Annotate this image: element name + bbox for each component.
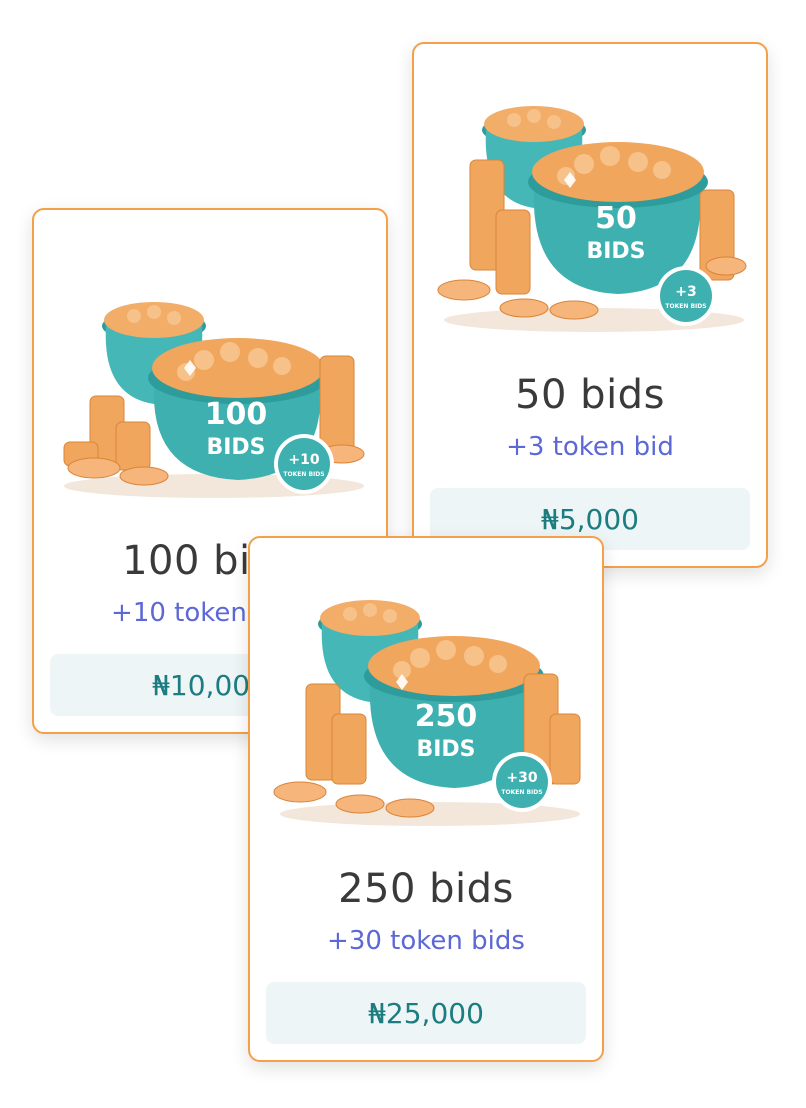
token-bonus-badge-icon: +3 TOKEN BIDS <box>656 266 716 326</box>
badge-word-text: TOKEN BIDS <box>283 471 324 478</box>
token-bonus-badge-icon: +10 TOKEN BIDS <box>274 434 334 494</box>
package-price-button[interactable]: ₦25,000 <box>266 982 586 1044</box>
art-word-text: BIDS <box>206 435 265 460</box>
art-main-text: 50 <box>595 201 637 236</box>
badge-value-text: +3 <box>675 284 696 300</box>
token-bonus-badge-icon: +30 TOKEN BIDS <box>492 752 552 812</box>
coin-pot-illustration: 50 BIDS +3 TOKEN BIDS <box>434 70 750 340</box>
coin-pot-illustration: 250 BIDS +30 TOKEN BIDS <box>270 564 586 834</box>
badge-value-text: +10 <box>288 452 319 468</box>
package-bonus: +30 token bids <box>327 926 525 956</box>
art-main-text: 100 <box>205 397 268 432</box>
art-main-text: 250 <box>415 699 478 734</box>
package-card-250-bids[interactable]: 250 BIDS +30 TOKEN BIDS 250 bids +30 tok… <box>248 536 604 1062</box>
package-bonus: +3 token bid <box>506 432 674 462</box>
package-title: 250 bids <box>338 866 514 912</box>
art-word-text: BIDS <box>586 239 645 264</box>
package-card-50-bids[interactable]: 50 BIDS +3 TOKEN BIDS 50 bids +3 token b… <box>412 42 768 568</box>
art-word-text: BIDS <box>416 737 475 762</box>
badge-value-text: +30 <box>506 770 537 786</box>
coin-pot-illustration: 100 BIDS +10 TOKEN BIDS <box>54 236 370 506</box>
badge-word-text: TOKEN BIDS <box>501 789 542 796</box>
package-title: 50 bids <box>515 372 665 418</box>
badge-word-text: TOKEN BIDS <box>665 303 706 310</box>
